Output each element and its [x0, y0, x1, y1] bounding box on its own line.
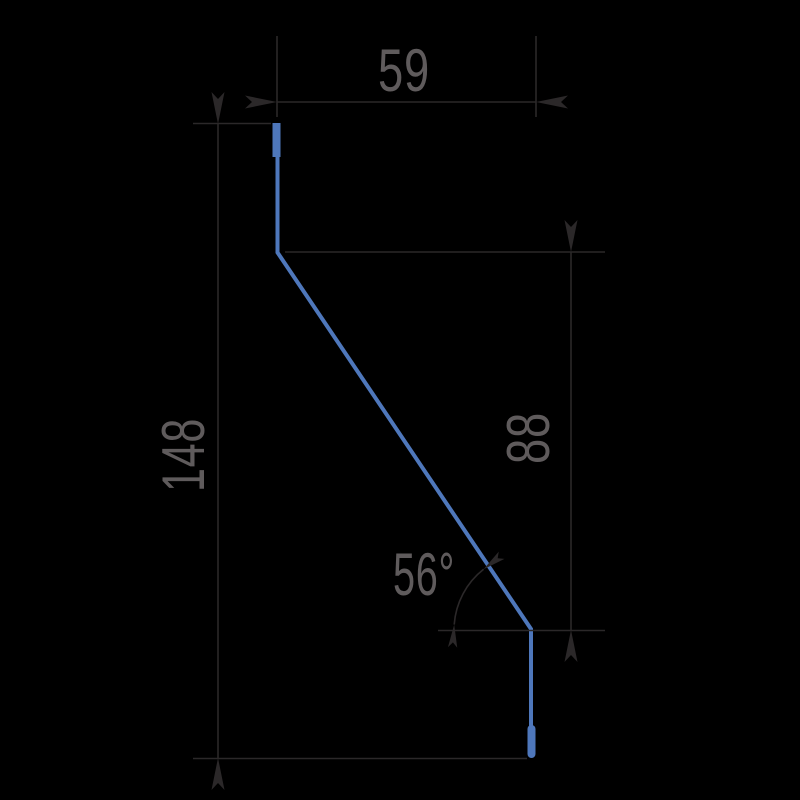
profile-path — [275, 123, 533, 757]
dimension-slant-height: 88 — [285, 220, 605, 662]
profile-outline — [272, 123, 536, 758]
angle-arc — [447, 551, 505, 648]
dimension-label-top-width: 59 — [378, 37, 430, 104]
dimension-label-bend-angle: 56° — [393, 541, 455, 608]
dimension-bend-angle: 56° — [393, 541, 505, 648]
dimension-overall-height: 148 — [150, 92, 527, 790]
dimension-top-width: 59 — [245, 36, 568, 117]
dimension-label-overall-height: 148 — [150, 418, 217, 492]
dimension-label-slant-height: 88 — [495, 412, 562, 464]
